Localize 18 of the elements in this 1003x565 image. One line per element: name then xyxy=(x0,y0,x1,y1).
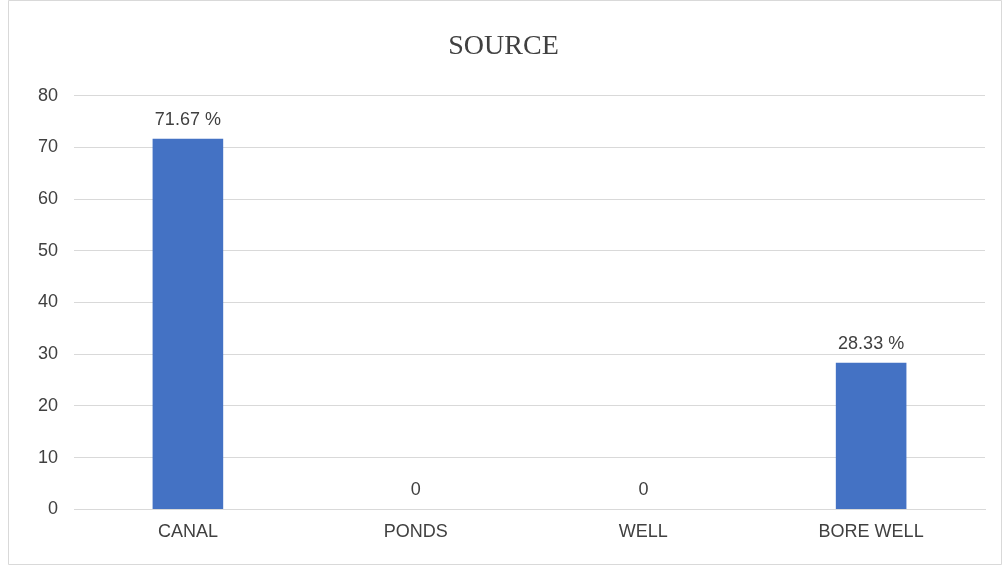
data-label: 0 xyxy=(410,479,421,500)
data-label: 28.33 % xyxy=(838,332,905,353)
y-tick-label: 10 xyxy=(37,446,59,467)
y-tick-label: 80 xyxy=(37,84,59,105)
y-tick-label: 30 xyxy=(37,343,59,364)
data-label: 71.67 % xyxy=(154,108,221,129)
y-tick-label: 50 xyxy=(37,239,59,260)
x-tick-label: PONDS xyxy=(383,521,448,542)
y-tick-label: 60 xyxy=(37,188,59,209)
y-tick-label: 0 xyxy=(48,498,59,519)
x-tick-label: WELL xyxy=(618,521,668,542)
chart-title: SOURCE xyxy=(448,29,559,61)
y-tick-label: 20 xyxy=(37,394,59,415)
data-label: 0 xyxy=(638,479,649,500)
y-tick-label: 70 xyxy=(37,136,59,157)
y-tick-label: 40 xyxy=(37,291,59,312)
x-tick-label: CANAL xyxy=(157,521,218,542)
x-tick-label: BORE WELL xyxy=(818,521,924,542)
